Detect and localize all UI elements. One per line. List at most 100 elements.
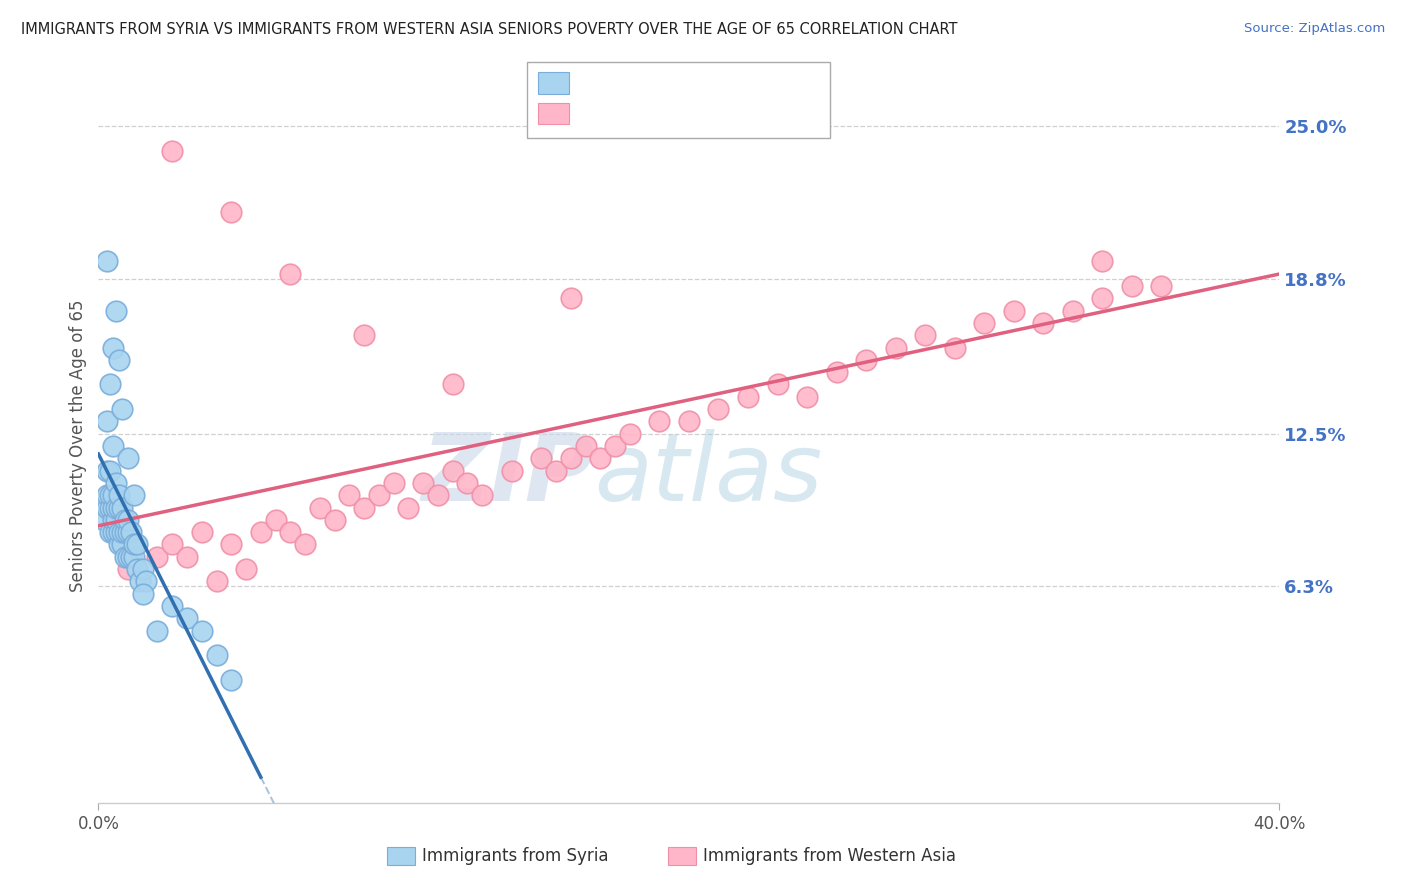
Point <box>96 500 118 515</box>
Text: R =   0.522   N = 57: R = 0.522 N = 57 <box>575 104 756 122</box>
Point <box>796 390 818 404</box>
Point <box>264 513 287 527</box>
Point <box>96 464 118 478</box>
Point <box>1121 279 1143 293</box>
Point <box>108 488 131 502</box>
Point <box>309 500 332 515</box>
Point <box>353 500 375 515</box>
Point <box>191 624 214 638</box>
Point <box>396 500 419 515</box>
Point <box>105 513 128 527</box>
Point <box>707 402 730 417</box>
Point <box>737 390 759 404</box>
Point <box>114 525 136 540</box>
Point <box>471 488 494 502</box>
Point <box>339 488 360 502</box>
Point <box>1002 303 1025 318</box>
Point <box>1032 316 1054 330</box>
Point <box>250 525 273 540</box>
Point <box>162 144 183 158</box>
Point <box>98 525 121 540</box>
Point <box>973 316 995 330</box>
Point <box>120 549 142 564</box>
Point <box>120 525 142 540</box>
Point <box>96 414 118 428</box>
Point <box>205 648 228 662</box>
Point <box>98 500 121 515</box>
Point <box>914 328 936 343</box>
Point <box>323 513 346 527</box>
Point <box>855 352 877 367</box>
Point <box>605 439 627 453</box>
Point <box>103 525 125 540</box>
Point <box>114 549 136 564</box>
Point <box>108 537 131 551</box>
Point <box>117 525 139 540</box>
Point <box>1091 291 1114 305</box>
Point <box>132 562 155 576</box>
Point <box>105 500 128 515</box>
Point <box>96 488 118 502</box>
Point <box>108 500 131 515</box>
Point <box>884 341 907 355</box>
Point <box>678 414 700 428</box>
Point <box>111 402 134 417</box>
Point <box>648 414 671 428</box>
Point <box>427 488 450 502</box>
Point <box>162 537 183 551</box>
Text: atlas: atlas <box>595 429 823 520</box>
Text: R = -0.358   N = 55: R = -0.358 N = 55 <box>575 74 752 92</box>
Point <box>135 574 157 589</box>
Point <box>162 599 183 613</box>
Point <box>117 451 139 466</box>
Point <box>98 464 121 478</box>
Point <box>825 365 848 379</box>
Text: Immigrants from Syria: Immigrants from Syria <box>422 847 609 865</box>
Point <box>103 513 125 527</box>
Point <box>103 488 125 502</box>
Point <box>943 341 966 355</box>
Point <box>501 464 523 478</box>
Point <box>105 475 128 490</box>
Point <box>117 562 139 576</box>
Y-axis label: Seniors Poverty Over the Age of 65: Seniors Poverty Over the Age of 65 <box>69 300 87 592</box>
Point <box>1091 254 1114 268</box>
Point <box>560 451 582 466</box>
Point <box>103 439 125 453</box>
Point <box>98 488 121 502</box>
Point <box>125 562 148 576</box>
Point <box>108 525 131 540</box>
Point <box>103 500 125 515</box>
Text: Immigrants from Western Asia: Immigrants from Western Asia <box>703 847 956 865</box>
Point <box>1150 279 1173 293</box>
Point <box>111 500 134 515</box>
Point <box>353 328 375 343</box>
Point <box>546 464 568 478</box>
Point <box>117 513 139 527</box>
Point <box>132 587 155 601</box>
Point <box>122 488 145 502</box>
Point <box>176 549 198 564</box>
Point <box>125 537 148 551</box>
Point <box>766 377 789 392</box>
Point <box>219 205 242 219</box>
Point <box>619 426 641 441</box>
Point <box>103 341 125 355</box>
Point <box>105 525 128 540</box>
Point <box>235 562 257 576</box>
Point <box>146 624 169 638</box>
Point <box>574 439 596 453</box>
Point <box>368 488 391 502</box>
Point <box>105 303 128 318</box>
Point <box>111 537 134 551</box>
Text: Source: ZipAtlas.com: Source: ZipAtlas.com <box>1244 22 1385 36</box>
Point <box>205 574 228 589</box>
Point <box>382 475 405 490</box>
Point <box>1062 303 1084 318</box>
Point <box>176 611 198 625</box>
Point <box>128 574 150 589</box>
Point <box>108 352 131 367</box>
Point <box>111 525 134 540</box>
Point <box>219 537 242 551</box>
Text: IMMIGRANTS FROM SYRIA VS IMMIGRANTS FROM WESTERN ASIA SENIORS POVERTY OVER THE A: IMMIGRANTS FROM SYRIA VS IMMIGRANTS FROM… <box>21 22 957 37</box>
